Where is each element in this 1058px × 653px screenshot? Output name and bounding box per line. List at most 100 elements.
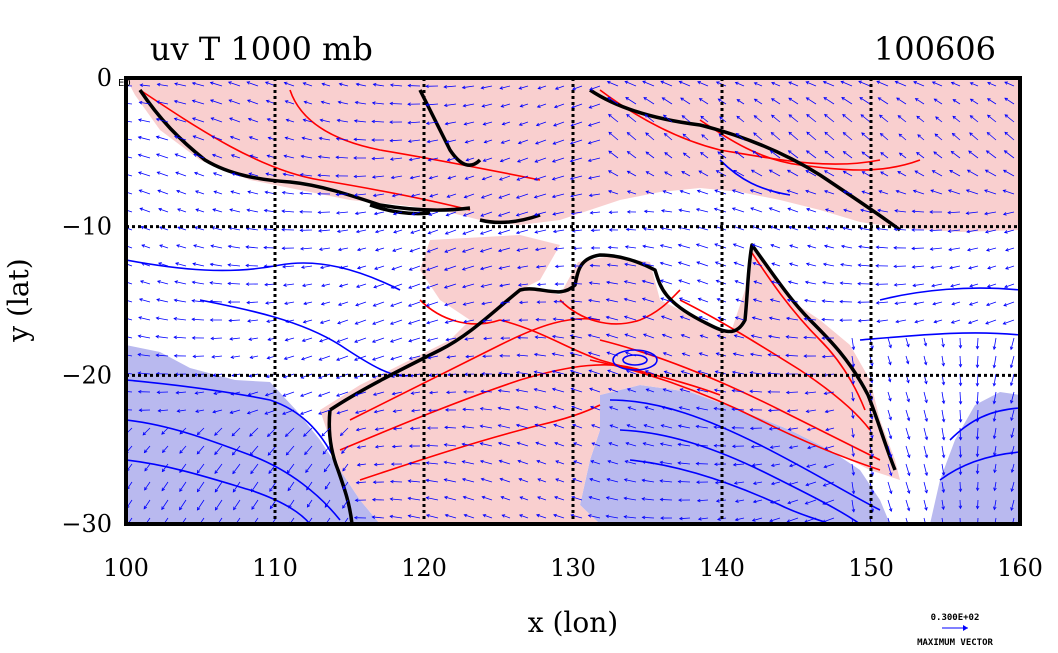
wind-vector-head [283, 154, 288, 158]
wind-vector-head [626, 210, 631, 214]
wind-vector [994, 463, 997, 473]
wind-vector [481, 478, 493, 483]
wind-vector-head [677, 442, 682, 447]
wind-vector-head [265, 99, 270, 104]
wind-vector [663, 114, 673, 123]
wind-vector-head [623, 515, 628, 519]
wind-vector-head [155, 117, 160, 122]
wind-vector [141, 244, 151, 249]
wind-vector [660, 244, 673, 249]
wind-vector-head [1002, 189, 1007, 193]
wind-vector-head [353, 193, 358, 197]
wind-vector [807, 226, 817, 231]
wind-vector-head [824, 409, 829, 414]
wind-vector-head [924, 506, 928, 511]
wind-vector [735, 499, 745, 502]
wind-vector [861, 132, 871, 141]
wind-vector-head [156, 171, 161, 175]
wind-vector [876, 228, 889, 231]
wind-vector [250, 355, 259, 359]
wind-vector [229, 117, 241, 123]
wind-vector [842, 114, 853, 123]
wind-vector-head [643, 97, 648, 101]
wind-vector [987, 283, 997, 288]
wind-vector [175, 262, 187, 267]
wind-vector-head [894, 301, 899, 306]
wind-vector [356, 283, 367, 288]
wind-vector [646, 388, 655, 393]
wind-vector-head [299, 191, 304, 196]
wind-vector [271, 517, 277, 524]
wind-vector-head [713, 462, 718, 467]
wind-vector-head [767, 334, 772, 339]
wind-vector-head [975, 436, 980, 441]
wind-vector [806, 208, 817, 213]
wind-vector-head [805, 262, 810, 266]
wind-vector [195, 208, 205, 213]
wind-vector [1003, 301, 1015, 307]
wind-vector [372, 157, 385, 160]
wind-vector [250, 463, 259, 474]
wind-vector-head [958, 382, 963, 387]
wind-vector-head [428, 175, 433, 180]
wind-vector [390, 355, 403, 360]
wind-vector [851, 409, 854, 419]
wind-vector [750, 372, 763, 375]
wind-vector-head [1010, 400, 1014, 404]
wind-vector [463, 103, 475, 107]
wind-vector-head [696, 498, 701, 503]
wind-vector-head [137, 153, 142, 158]
wind-vector [923, 355, 927, 365]
wind-vector [139, 208, 151, 213]
wind-vector-head [319, 339, 323, 343]
wind-vector-head [788, 81, 792, 85]
wind-vector-head [969, 115, 974, 119]
wind-vector [788, 97, 799, 105]
wind-vector [769, 427, 781, 430]
wind-vector [408, 463, 421, 465]
wind-vector [625, 351, 637, 357]
wind-vector [498, 229, 511, 234]
wind-vector-head [300, 246, 304, 251]
wind-vector [355, 301, 367, 306]
wind-vector-head [230, 190, 235, 194]
wind-vector-head [806, 427, 811, 432]
wind-vector-head [806, 207, 810, 212]
wind-vector-head [446, 158, 451, 162]
wind-vector-head [302, 118, 307, 122]
wind-vector-head [941, 489, 946, 494]
wind-vector-head [713, 425, 717, 429]
wind-vector [408, 121, 421, 124]
wind-vector-head [947, 189, 952, 193]
wind-vector-head [851, 434, 855, 439]
wind-vector-head [192, 354, 197, 359]
wind-vector [887, 409, 892, 420]
wind-vector-head [623, 315, 628, 319]
wind-vector [392, 391, 403, 395]
wind-vector [140, 226, 151, 231]
wind-vector-head [626, 424, 631, 428]
wind-vector-head [986, 248, 990, 252]
wind-vector [480, 408, 493, 411]
wind-vector-head [553, 104, 558, 109]
wind-vector [642, 262, 655, 267]
wind-vector [444, 301, 457, 306]
wind-vector [843, 151, 853, 159]
wind-vector [751, 335, 763, 339]
wind-vector [644, 352, 655, 357]
wind-vector-head [941, 472, 946, 476]
wind-vector [393, 427, 403, 430]
wind-vector [754, 115, 763, 123]
wind-vector-head [318, 229, 322, 233]
wind-vector [303, 119, 313, 123]
wind-vector [138, 335, 151, 339]
wind-vector-head [859, 97, 864, 101]
wind-vector [410, 247, 421, 252]
wind-vector [805, 281, 817, 285]
wind-vector-head [120, 371, 123, 374]
wind-vector [428, 229, 439, 234]
wind-vector [698, 298, 709, 303]
wind-vector-head [283, 81, 288, 86]
wind-vector [1004, 81, 1015, 87]
wind-vector-head [285, 451, 290, 456]
